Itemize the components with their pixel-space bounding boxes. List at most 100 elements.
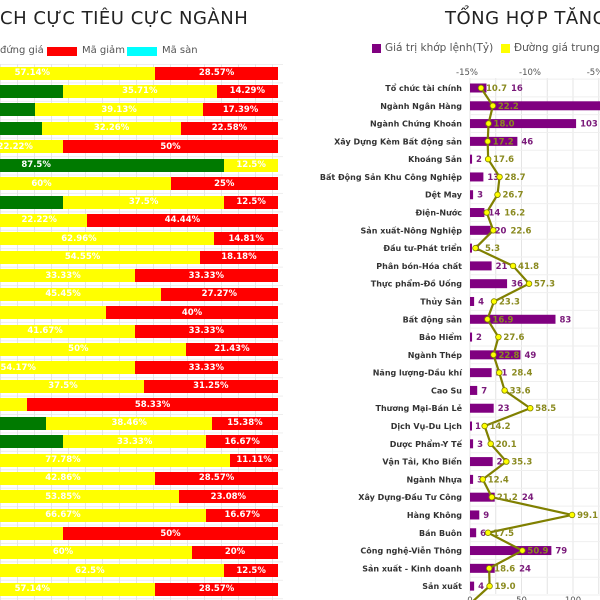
category-label: Đầu tư-Phát triển [383,242,462,253]
category-label: Ngành Thép [408,350,463,360]
bar-segment-flat: 38.46% [46,416,212,430]
bar-value-label: 36 [511,280,523,290]
line-point [489,102,497,109]
bar-segment-flat: 53.85% [0,490,179,504]
bar-segment-flat: 42.86% [0,471,156,485]
legend-label-value: Giá trị khớp lệnh(Tỷ) [385,42,494,54]
bar-segment-down: 14.81% [214,232,278,246]
bar-segment-down: 11.11% [230,453,278,467]
bar-value-label: 79 [555,547,567,557]
bar-value-label: 103 [580,120,598,130]
category-label: Vận Tải, Kho Biển [382,456,462,467]
line-value-label: 22.2 [498,102,519,112]
bar-segment-flat: 33.33% [0,269,135,283]
category-label: Sản xuất [422,581,462,591]
value-bar [470,581,475,591]
line-value-label: 14.2 [490,422,511,432]
bar-value-label: 14 [488,209,500,219]
legend-swatch-down [47,47,77,56]
bar-segment-down: 14.29% [216,84,278,98]
line-value-label: 33.6 [510,386,531,396]
line-value-label: 27.6 [503,333,524,343]
bar-segment-down: 44.44% [86,213,278,227]
bar-value-label: 20 [495,226,507,236]
bar-segment-flat: 39.13% [34,103,204,117]
line-point [487,440,494,447]
bar-value-label: 9 [483,511,489,521]
value-bar [470,403,494,413]
bottom-axis-tick: 50 [516,596,527,600]
line-point [484,529,492,536]
category-label: Ngành Chứng Khoán [370,120,462,129]
category-label: Tổ chức tài chính [385,82,462,93]
line-point [485,120,492,127]
bar-segment-down: 33.33% [134,361,278,375]
line-value-label: 35.3 [511,458,532,468]
bar-value-label: 46 [521,137,533,147]
bar-segment-flat: 22.22% [0,213,87,227]
bar-value-label: 21 [496,262,508,272]
value-bar [470,154,473,164]
bar-value-label: 2 [476,333,482,343]
bar-segment-up [0,121,43,135]
bar-segment-flat: 12.5% [224,158,278,172]
bar-value-label: 13 [487,173,499,183]
value-bar [470,510,480,520]
line-value-label: 17.5 [493,529,514,539]
top-axis-tick: -15% [456,68,478,78]
bar-segment-flat [0,527,63,541]
bar-segment-down: 18.18% [199,250,278,264]
bar-segment-down: 17.39% [203,103,278,117]
average-price-line [472,87,573,600]
legend-label-flat: đứng giá [0,45,44,56]
line-point [484,155,492,163]
line-point [568,511,576,519]
line-point [484,138,491,145]
bar-segment-flat: 41.67% [0,324,135,338]
line-value-label: 50.9 [527,547,548,557]
bar-segment-flat: 57.14% [0,582,156,596]
bar-segment-down: 28.57% [155,582,278,596]
value-bar [470,368,492,378]
category-label: Thực phẩm-Đồ Uống [371,279,463,289]
category-label: Bảo Hiểm [419,331,462,342]
bar-segment-flat: 60% [0,545,192,559]
bar-segment-flat: 77.78% [0,453,231,467]
value-bar [470,136,518,146]
value-bar [470,385,478,395]
line-value-label: 18.0 [494,120,515,130]
bar-segment-flat: 54.17% [0,361,135,375]
value-bar [470,208,485,218]
line-value-label: 5.3 [485,244,500,254]
category-label: Cao Su [431,386,462,395]
legend-swatch-line [501,44,510,53]
category-label: Bất động sản [403,314,463,324]
bar-segment-flat [0,398,28,412]
bottom-axis-tick: 0 [467,596,472,600]
line-value-label: 18.6 [494,564,515,574]
bar-value-label: 4 [478,297,484,307]
category-label: Khoáng Sản [408,154,462,164]
category-label: Điện-Nước [415,208,462,218]
category-label: Công nghệ-Viễn Thông [360,546,462,556]
line-point [481,422,488,430]
line-point [485,565,493,572]
line-point [490,227,497,234]
line-point [495,333,502,341]
line-value-label: 99.1 [577,511,598,521]
bar-segment-up: 87.5% [0,158,225,172]
bar-segment-down: 23.08% [178,490,278,504]
bar-value-label: 3 [477,191,483,201]
category-label: Ngành Ngân Hàng [380,102,462,111]
bar-segment-down: 50% [63,140,278,154]
bar-segment-flat: 62.5% [0,564,225,578]
bar-segment-down: 27.27% [160,287,278,301]
bar-segment-down: 25% [170,177,278,191]
bar-segment-down: 12.5% [224,564,278,578]
bar-segment-flat: 32.26% [42,121,181,135]
category-label: Phân bón-Hóa chất [376,261,462,271]
bar-segment-flat: 60% [0,306,106,320]
bar-segment-down: 16.67% [206,435,278,449]
bar-segment-up [0,195,63,209]
